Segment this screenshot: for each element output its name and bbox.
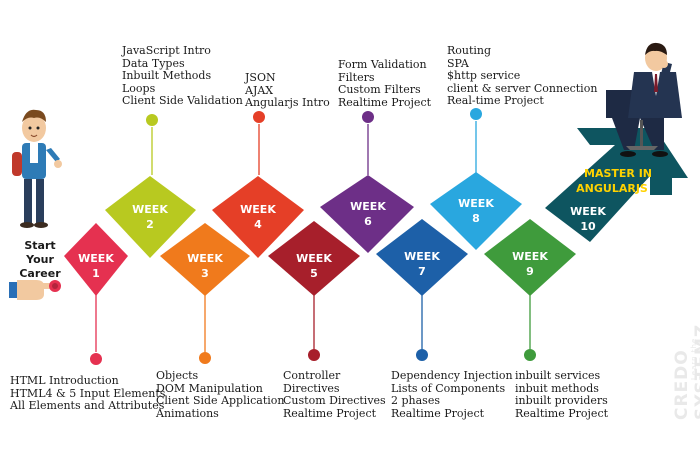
week-3-label: WEEK <box>187 252 223 265</box>
week-2-label: WEEK <box>132 203 168 216</box>
week-5-label: WEEK <box>296 252 332 265</box>
list-item: AJAX <box>245 83 274 97</box>
watermark-tagline: Learn the Technology <box>690 330 700 380</box>
week-10-number: 10 <box>580 220 596 233</box>
week-2-shape <box>105 176 196 258</box>
week-10-label: WEEK <box>570 205 606 218</box>
week-6-topic-list: Form Validation Filters Custom Filters R… <box>338 58 432 109</box>
week-4-number: 4 <box>254 218 262 231</box>
week-7-dot <box>416 349 428 361</box>
week-5-number: 5 <box>310 267 318 280</box>
week-9-topic-list: inbuilt services inbuit methods inbuilt … <box>515 369 609 420</box>
list-item: Directives <box>283 381 340 395</box>
week-2-topic-list: JavaScript Intro Data Types Inbuilt Meth… <box>122 44 243 108</box>
week-4-label: WEEK <box>240 203 276 216</box>
week-7-shape <box>376 219 468 296</box>
list-item: Client Side Application <box>156 394 285 407</box>
week-7-topic-list: Dependency Injection Lists of Components… <box>391 369 513 420</box>
week-2-dot <box>146 114 158 126</box>
week-1-dot <box>90 353 102 365</box>
week-6-dot <box>362 111 374 123</box>
week-8-shape <box>430 172 522 250</box>
list-item: JavaScript Intro <box>122 44 211 57</box>
week-5-topic-list: Controller Directives Custom Directives … <box>283 369 386 420</box>
list-item: Realtime Project <box>283 406 377 420</box>
list-item: Lists of Components <box>391 381 506 395</box>
list-item: DOM Manipulation <box>156 381 263 395</box>
list-item: Realtime Project <box>515 406 609 420</box>
student-illustration <box>12 109 62 228</box>
list-item: Angularjs Intro <box>245 96 330 109</box>
list-item: 2 phases <box>391 394 440 407</box>
list-item: Client Side Validation <box>122 94 243 107</box>
list-item: inbuilt services <box>515 369 601 382</box>
week-9-label: WEEK <box>512 250 548 263</box>
start-label-line-1: Start Your <box>24 239 56 266</box>
week-6-number: 6 <box>364 215 372 228</box>
week-1-number: 1 <box>92 267 100 280</box>
master-label-line-2: ANGULARJS <box>576 182 648 195</box>
list-item: Filters <box>338 70 375 84</box>
week-3-number: 3 <box>201 267 209 280</box>
list-item: Form Validation <box>338 58 427 71</box>
list-item: JSON <box>245 71 276 84</box>
list-item: Loops <box>122 81 156 95</box>
week-3-dot <box>199 352 211 364</box>
list-item: Inbuilt Methods <box>122 69 212 82</box>
list-item: SPA <box>447 56 469 70</box>
list-item: Real-time Project <box>447 94 544 107</box>
week-2-number: 2 <box>146 218 154 231</box>
week-7-label: WEEK <box>404 250 440 263</box>
week-3-shape <box>160 223 250 296</box>
week-9-number: 9 <box>526 265 534 278</box>
week-6-shape <box>320 175 414 253</box>
week-4-dot <box>253 111 265 123</box>
list-item: client & server Connection <box>447 81 598 95</box>
list-item: All Elements and Attributes <box>10 399 165 412</box>
week-4-shape <box>212 176 304 258</box>
week-8-number: 8 <box>472 212 480 225</box>
list-item: Dependency Injection <box>391 369 513 382</box>
week-3-topic-list: Objects DOM Manipulation Client Side App… <box>156 369 285 420</box>
list-item: HTML4 & 5 Input Elements <box>10 386 166 400</box>
list-item: Objects <box>156 369 199 382</box>
list-item: inbuilt providers <box>515 394 608 407</box>
start-label-line-2: Career <box>19 267 61 280</box>
list-item: Routing <box>447 44 492 57</box>
week-8-label: WEEK <box>458 197 494 210</box>
week-1-label: WEEK <box>78 252 114 265</box>
week-6-label: WEEK <box>350 200 386 213</box>
list-item: Animations <box>156 406 219 420</box>
week-9-shape <box>484 219 576 296</box>
week-1-shape <box>64 223 128 296</box>
week-4-topic-list: JSON AJAX Angularjs Intro <box>245 71 330 110</box>
master-label-line-1: MASTER IN <box>584 167 652 180</box>
list-item: Controller <box>283 369 341 382</box>
week-5-shape <box>268 221 360 296</box>
pointing-hand-icon <box>9 280 61 300</box>
week-1-topic-list: HTML Introduction HTML4 & 5 Input Elemen… <box>10 374 166 413</box>
week-5-dot <box>308 349 320 361</box>
list-item: Realtime Project <box>338 95 432 109</box>
list-item: HTML Introduction <box>10 374 119 387</box>
week-9-dot <box>524 349 536 361</box>
week-7-number: 7 <box>418 265 426 278</box>
week-10-arrow <box>545 128 688 242</box>
list-item: inbuit methods <box>515 381 599 395</box>
list-item: Custom Directives <box>283 394 386 407</box>
list-item: Data Types <box>122 56 185 70</box>
week-8-topic-list: Routing SPA $http service client & serve… <box>447 44 598 108</box>
list-item: Custom Filters <box>338 83 421 96</box>
week-8-dot <box>470 108 482 120</box>
list-item: Realtime Project <box>391 406 485 420</box>
list-item: $http service <box>447 69 521 82</box>
businessman-illustration <box>606 42 682 157</box>
